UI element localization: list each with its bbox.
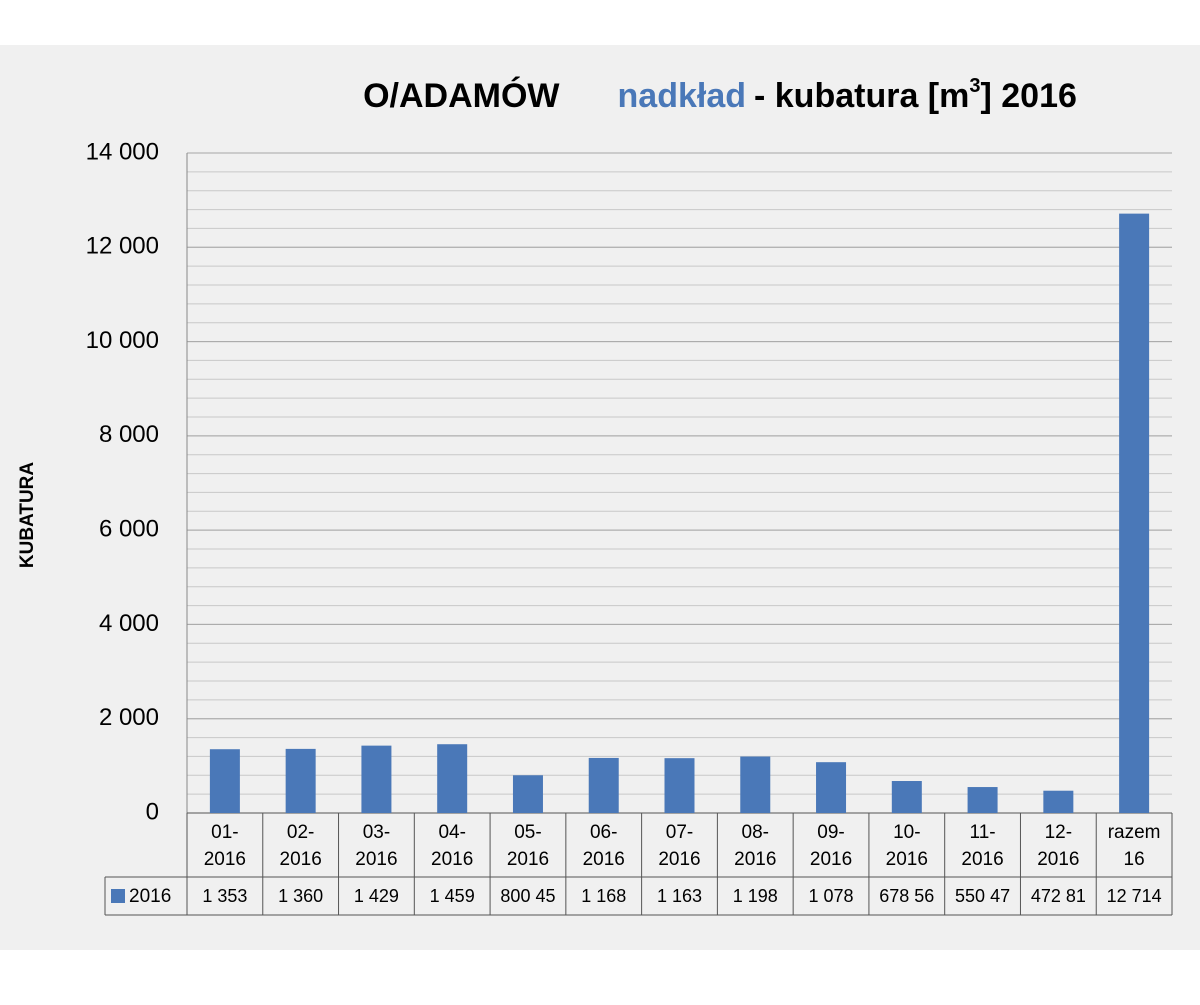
x-tick-label: 2016: [658, 849, 700, 870]
value-label: 550 47: [955, 886, 1010, 906]
value-label: 1 168: [581, 886, 626, 906]
y-tick-label: 2 000: [99, 704, 159, 731]
value-label: 678 56: [879, 886, 934, 906]
y-tick-label: 4 000: [99, 610, 159, 637]
x-tick-label: 2016: [734, 849, 776, 870]
legend-label: 2016: [129, 886, 171, 907]
value-label: 1 198: [733, 886, 778, 906]
bar: [1119, 213, 1150, 813]
y-tick-label: 10 000: [86, 327, 159, 354]
bar: [285, 748, 316, 813]
x-tick-label: 2016: [507, 849, 549, 870]
x-tick-label: 05-: [514, 822, 541, 843]
x-tick-label: 2016: [355, 849, 397, 870]
y-tick-label: 12 000: [86, 233, 159, 260]
bar: [816, 762, 847, 813]
title-part: - kubatura [m: [754, 77, 969, 115]
bar: [967, 787, 998, 813]
value-label: 800 45: [500, 886, 555, 906]
title-part: ] 2016: [980, 77, 1076, 115]
bar: [740, 756, 771, 813]
y-tick-label: 8 000: [99, 421, 159, 448]
y-tick-label: 14 000: [86, 138, 159, 165]
bar: [588, 757, 619, 813]
x-tick-label: 12-: [1045, 822, 1072, 843]
y-axis-label: KUBATURA: [17, 462, 38, 569]
bar: [437, 744, 468, 813]
x-tick-label: razem: [1108, 822, 1161, 843]
x-tick-label: 2016: [583, 849, 625, 870]
x-tick-label: 04-: [438, 822, 465, 843]
x-tick-label: 11-: [970, 822, 996, 843]
value-label: 1 078: [809, 886, 854, 906]
x-tick-label: 2016: [886, 849, 928, 870]
title-part: 3: [969, 75, 980, 97]
legend-swatch: [111, 889, 125, 903]
value-label: 1 429: [354, 886, 399, 906]
x-tick-label: 07-: [666, 822, 693, 843]
bar: [1043, 790, 1074, 813]
x-tick-label: 03-: [363, 822, 390, 843]
x-tick-label: 2016: [280, 849, 322, 870]
value-label: 12 714: [1107, 886, 1162, 906]
x-tick-label: 10-: [893, 822, 920, 843]
value-label: 472 81: [1031, 886, 1086, 906]
x-tick-label: 08-: [742, 822, 769, 843]
bar: [512, 775, 543, 813]
x-tick-label: 2016: [204, 849, 246, 870]
x-tick-label: 16: [1124, 849, 1145, 870]
bar: [664, 758, 695, 813]
bar: [209, 749, 240, 813]
x-tick-label: 2016: [1037, 849, 1079, 870]
x-tick-label: 2016: [961, 849, 1003, 870]
y-tick-label: 0: [146, 798, 159, 825]
x-tick-label: 09-: [817, 822, 844, 843]
x-tick-label: 01-: [211, 822, 238, 843]
x-tick-label: 2016: [431, 849, 473, 870]
value-label: 1 360: [278, 886, 323, 906]
title-part: O/ADAMÓW: [363, 77, 560, 115]
x-tick-label: 2016: [810, 849, 852, 870]
value-label: 1 353: [202, 886, 247, 906]
value-label: 1 459: [430, 886, 475, 906]
x-tick-label: 06-: [590, 822, 617, 843]
bar: [361, 745, 392, 813]
value-label: 1 163: [657, 886, 702, 906]
bar: [891, 781, 922, 813]
x-tick-label: 02-: [287, 822, 314, 843]
title-part: nadkład: [618, 77, 746, 115]
y-tick-label: 6 000: [99, 515, 159, 542]
chart-title: O/ADAMÓW nadkład - kubatura [m3] 2016: [363, 75, 1077, 115]
